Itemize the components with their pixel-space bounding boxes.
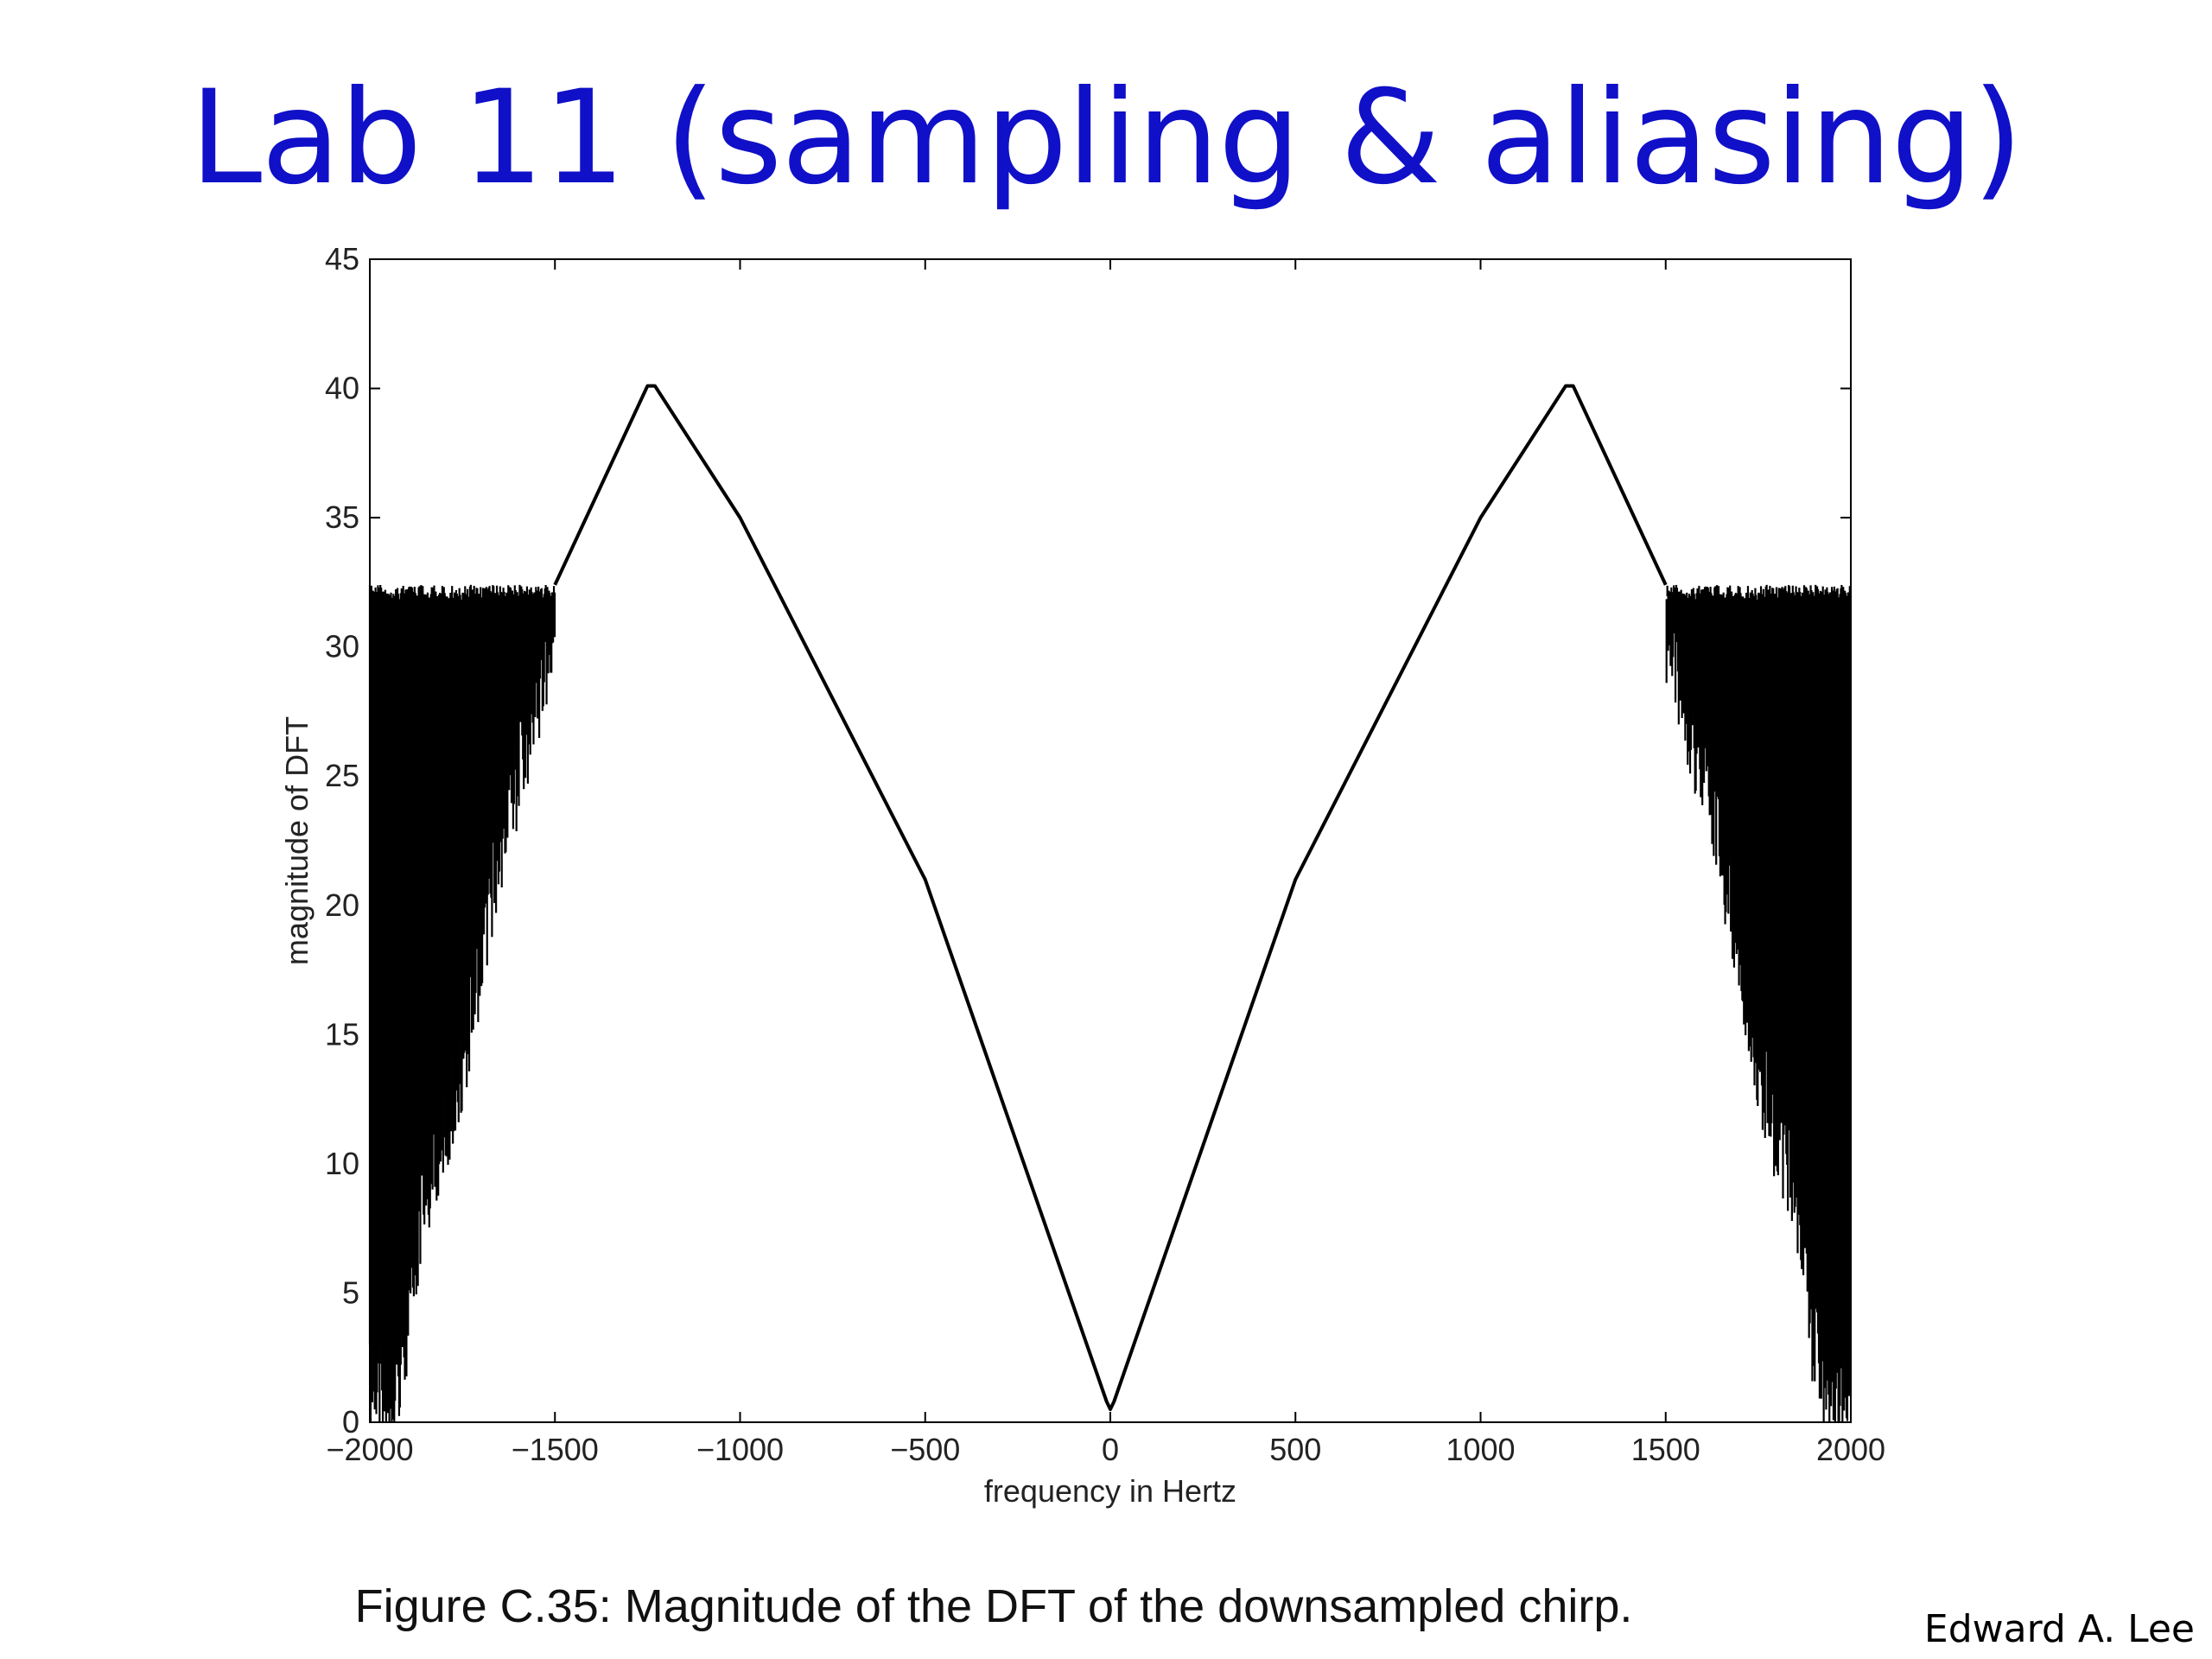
plot-frame [369, 258, 1852, 1423]
plot-area [368, 258, 1852, 1423]
y-tick-label: 5 [342, 1274, 359, 1310]
y-tick-label: 40 [325, 371, 359, 406]
x-tick-label: 500 [1269, 1432, 1321, 1467]
x-tick-label: −1000 [696, 1432, 784, 1467]
y-axis-label: magnitude of DFT [279, 716, 315, 965]
y-tick-label: 10 [325, 1146, 359, 1181]
x-tick-label: 1000 [1446, 1432, 1515, 1467]
x-tick-label: −500 [890, 1432, 960, 1467]
axis-ticks: −2000 −1500 −1000 −500 0 500 1000 1500 2000 0 5 10 1… [325, 241, 1885, 1467]
aliasing-band-1 [1665, 584, 1852, 1422]
x-tick-label: −2000 [326, 1432, 413, 1467]
y-tick-label: 15 [325, 1016, 359, 1052]
slide-title: Lab 11 (sampling & aliasing) [189, 63, 2024, 213]
series-line-0 [553, 384, 1668, 1412]
aliasing-band-0 [368, 584, 556, 1422]
y-tick-label: 0 [342, 1404, 359, 1440]
x-tick-label: 2000 [1816, 1432, 1885, 1467]
y-tick-label: 25 [325, 758, 359, 793]
y-tick-label: 30 [325, 629, 359, 664]
x-tick-label: −1500 [512, 1432, 599, 1467]
author-name: Edward A. Lee [1923, 1607, 2195, 1651]
figure-caption: Figure C.35: Magnitude of the DFT of the… [354, 1580, 1633, 1632]
y-tick-label: 20 [325, 887, 359, 923]
x-tick-label: 1500 [1631, 1432, 1700, 1467]
x-tick-label: 0 [1102, 1432, 1119, 1467]
x-axis-label: frequency in Hertz [984, 1473, 1236, 1509]
y-tick-label: 45 [325, 241, 359, 276]
y-tick-label: 35 [325, 499, 359, 535]
